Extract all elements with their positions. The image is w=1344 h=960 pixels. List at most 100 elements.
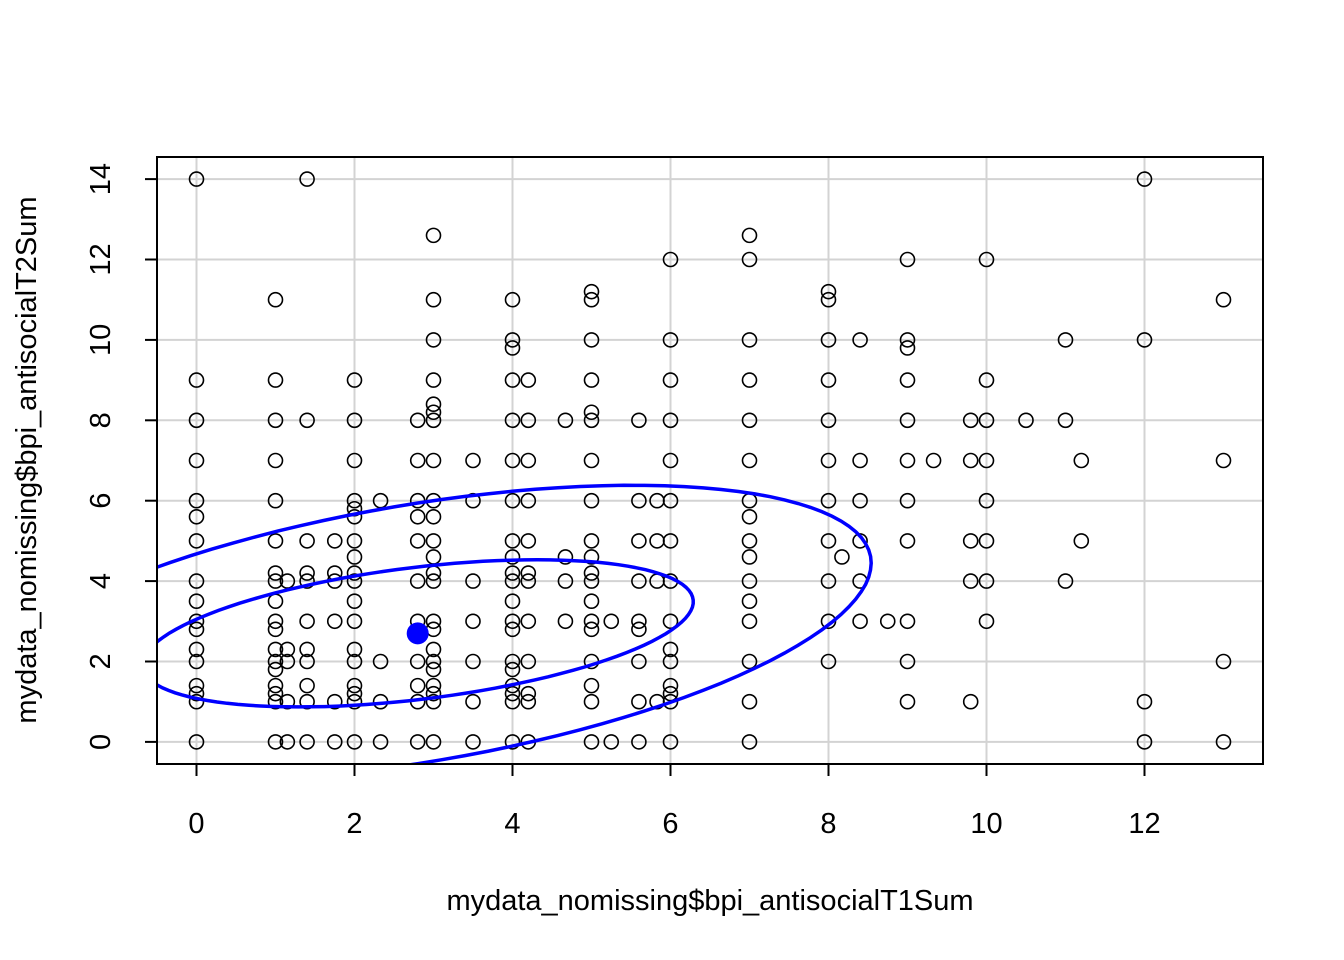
data-point <box>267 565 284 581</box>
data-point <box>899 533 916 549</box>
data-point <box>603 613 620 630</box>
data-point <box>583 533 600 549</box>
data-point <box>520 492 537 509</box>
data-point <box>899 492 916 509</box>
data-point <box>520 613 537 630</box>
data-point <box>662 251 679 268</box>
data-point <box>267 372 284 388</box>
data-ellipse <box>157 483 873 764</box>
data-point <box>899 452 916 469</box>
data-point <box>978 412 995 429</box>
data-point <box>820 283 837 300</box>
data-point <box>346 653 363 670</box>
data-point <box>852 492 868 509</box>
data-point <box>425 693 442 710</box>
data-point <box>425 332 442 348</box>
data-ellipse <box>157 558 695 709</box>
data-point <box>299 693 315 710</box>
y-tick-label: 2 <box>85 653 117 669</box>
data-point <box>520 565 537 581</box>
data-point <box>188 412 205 429</box>
data-point <box>520 412 537 429</box>
data-point <box>631 621 647 638</box>
data-point <box>409 508 426 525</box>
data-point <box>425 734 442 750</box>
data-point <box>662 412 679 429</box>
data-point <box>346 452 363 469</box>
data-point <box>326 734 343 750</box>
data-point <box>188 734 205 750</box>
data-point <box>504 332 521 348</box>
data-point <box>188 693 205 710</box>
data-point <box>978 372 995 388</box>
data-point <box>299 734 315 750</box>
data-point <box>583 565 600 581</box>
x-tick-label: 10 <box>970 808 1002 840</box>
data-point <box>504 492 521 509</box>
data-point <box>1057 573 1074 589</box>
data-point <box>520 685 537 702</box>
data-point <box>583 372 600 388</box>
data-point <box>504 653 521 670</box>
data-point <box>409 573 426 589</box>
data-point <box>557 573 574 589</box>
data-point <box>504 549 521 565</box>
data-point <box>741 549 758 565</box>
data-point <box>267 452 284 469</box>
data-point <box>741 372 758 388</box>
data-point <box>279 693 296 710</box>
plot-frame <box>156 156 1264 765</box>
data-point <box>820 533 837 549</box>
data-point <box>299 677 315 694</box>
data-point <box>662 641 679 658</box>
data-point <box>267 661 284 678</box>
data-point <box>978 251 995 268</box>
data-point <box>188 372 205 388</box>
data-point <box>662 613 679 630</box>
data-point <box>267 621 284 638</box>
data-point <box>662 653 679 670</box>
data-point <box>188 685 205 702</box>
data-point <box>899 412 916 429</box>
data-point <box>583 621 600 638</box>
data-point <box>267 641 284 658</box>
data-point <box>662 677 679 694</box>
data-point <box>820 492 837 509</box>
data-point <box>465 734 481 750</box>
x-tick-label: 8 <box>820 808 836 840</box>
data-point <box>662 372 679 388</box>
data-point <box>346 593 363 609</box>
data-point <box>1073 452 1090 469</box>
x-tick-label: 0 <box>188 808 204 840</box>
data-point <box>504 533 521 549</box>
data-point <box>631 613 647 630</box>
data-point <box>1215 452 1232 469</box>
data-point <box>372 653 389 670</box>
data-point <box>267 734 284 750</box>
data-point <box>583 573 600 589</box>
y-axis-title: mydata_nomissing$bpi_antisocialT2Sum <box>11 196 43 723</box>
data-point <box>299 565 315 581</box>
data-point <box>504 573 521 589</box>
data-point <box>631 412 647 429</box>
y-tick-label: 0 <box>85 734 117 750</box>
data-point <box>267 693 284 710</box>
data-point <box>188 641 205 658</box>
data-point <box>299 613 315 630</box>
data-point <box>583 549 600 565</box>
data-point <box>346 573 363 589</box>
data-point <box>425 685 442 702</box>
data-point <box>583 593 600 609</box>
data-point <box>504 452 521 469</box>
y-tick-label: 6 <box>85 493 117 509</box>
data-point <box>662 492 679 509</box>
data-point <box>504 291 521 308</box>
data-point <box>267 412 284 429</box>
data-point <box>188 677 205 694</box>
data-point <box>962 693 979 710</box>
data-point <box>465 653 481 670</box>
data-point <box>346 412 363 429</box>
data-point <box>583 492 600 509</box>
data-point <box>1215 291 1232 308</box>
data-point <box>583 404 600 421</box>
